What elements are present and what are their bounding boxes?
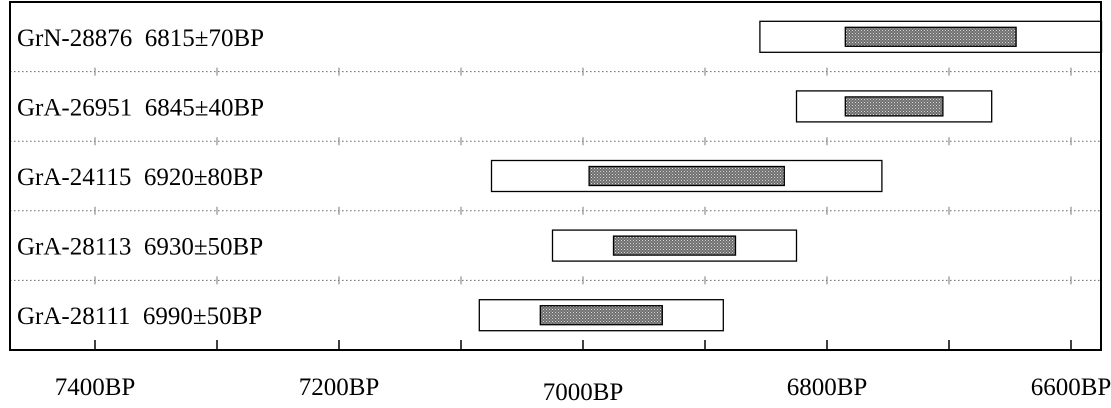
sample-row: GrA-24115 6920±80BP: [17, 159, 883, 193]
sample-label: GrN-28876 6815±70BP: [17, 25, 264, 52]
range-1sigma-box: [844, 26, 1017, 47]
sample-rows: GrN-28876 6815±70BP GrA-26951 6845±40BP Gr…: [17, 20, 1103, 332]
sample-row: GrN-28876 6815±70BP: [17, 20, 1103, 53]
tick-label: 7400BP: [55, 374, 136, 401]
x-axis: 7400BP 7200BP 7000BP 6800BP 6600BP: [55, 340, 1111, 406]
sample-row: GrA-28113 6930±50BP: [17, 229, 798, 262]
grid-lines: [10, 67, 1101, 285]
sample-label: GrA-24115 6920±80BP: [17, 164, 263, 191]
tick-label: 6600BP: [1031, 374, 1111, 401]
range-1sigma-box: [844, 96, 944, 117]
sample-label: GrA-28113 6930±50BP: [17, 234, 263, 261]
tick-label: 7200BP: [299, 374, 380, 401]
range-1sigma-box: [588, 165, 785, 187]
range-2sigma-box: [490, 159, 883, 193]
range-1sigma-box: [612, 235, 737, 256]
sample-row: GrA-26951 6845±40BP: [17, 90, 993, 123]
plot-frame: [9, 1, 1102, 351]
range-1sigma-box: [539, 305, 663, 326]
tick-label: 6800BP: [787, 374, 868, 401]
sample-label: GrA-28111 6990±50BP: [17, 303, 262, 330]
tick-label: 7000BP: [543, 379, 624, 406]
sample-row: GrA-28111 6990±50BP: [17, 299, 724, 332]
sample-label: GrA-26951 6845±40BP: [17, 94, 264, 121]
